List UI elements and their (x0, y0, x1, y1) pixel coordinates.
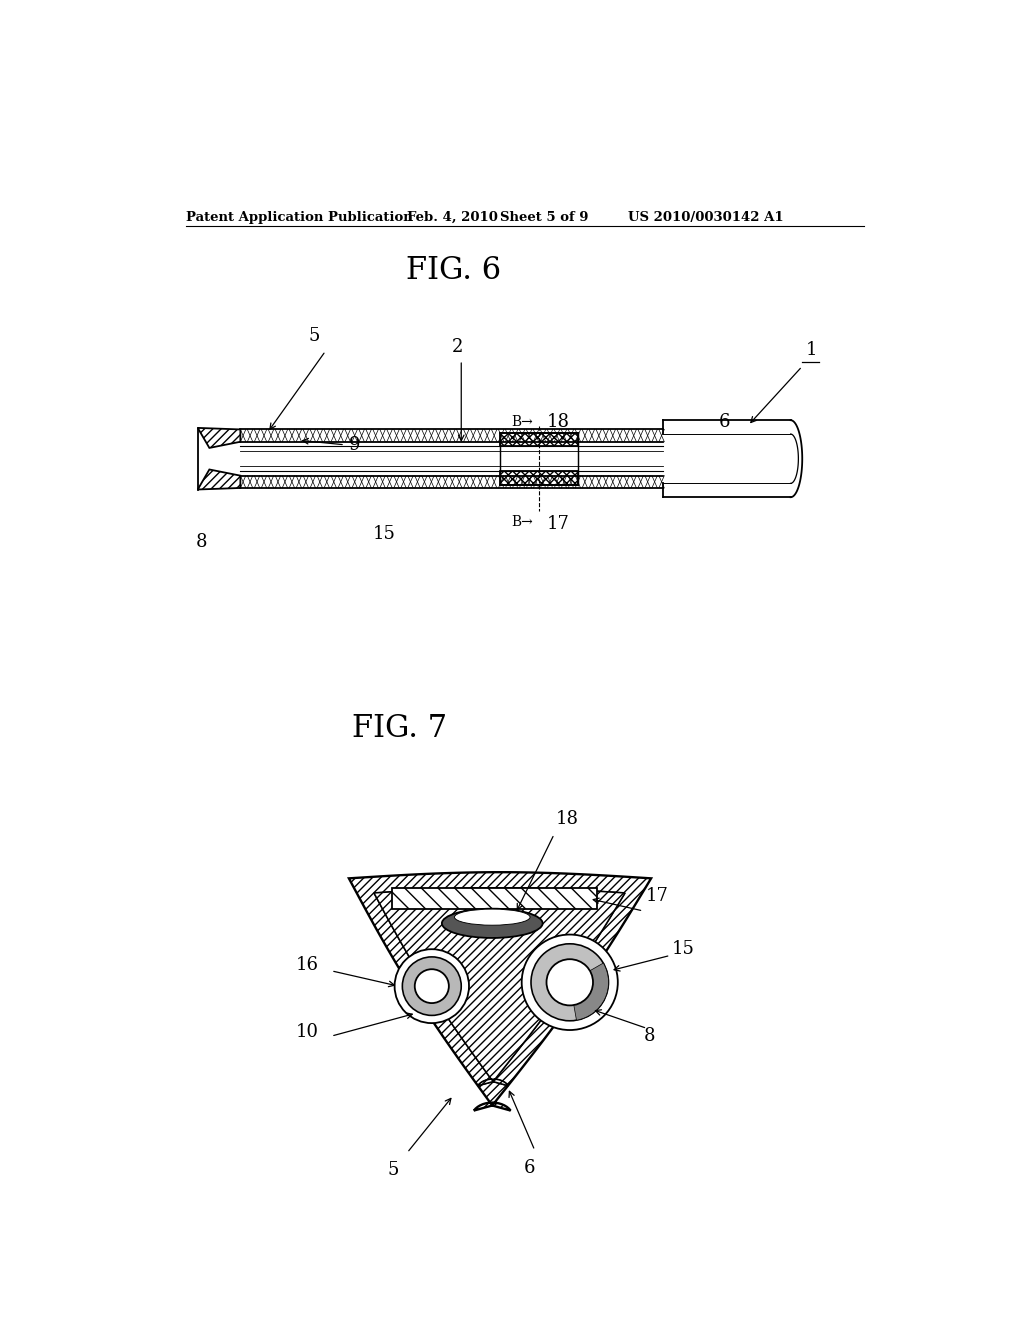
Text: 15: 15 (373, 525, 395, 543)
Text: 6: 6 (523, 1159, 536, 1177)
Text: 9: 9 (349, 436, 360, 454)
Circle shape (415, 969, 449, 1003)
Text: FIG. 6: FIG. 6 (406, 255, 501, 285)
Bar (391, 888, 597, 909)
Text: 5: 5 (308, 327, 319, 345)
Text: 18: 18 (547, 413, 569, 430)
Text: B→: B→ (512, 414, 534, 429)
Circle shape (547, 960, 593, 1006)
Text: 16: 16 (296, 956, 319, 974)
Text: 1: 1 (806, 341, 817, 359)
Text: Feb. 4, 2010: Feb. 4, 2010 (407, 211, 498, 224)
Polygon shape (198, 428, 241, 447)
Polygon shape (198, 470, 241, 490)
Text: Sheet 5 of 9: Sheet 5 of 9 (500, 211, 589, 224)
Text: 17: 17 (646, 887, 669, 904)
Text: 18: 18 (556, 810, 579, 828)
Ellipse shape (455, 909, 530, 925)
Polygon shape (349, 873, 651, 1110)
Text: 2: 2 (452, 338, 463, 356)
Text: Patent Application Publication: Patent Application Publication (186, 211, 413, 224)
Bar (241, 475, 663, 488)
Text: 17: 17 (547, 515, 569, 533)
Text: FIG. 7: FIG. 7 (351, 713, 446, 743)
Ellipse shape (442, 908, 543, 939)
Bar (241, 429, 663, 442)
Circle shape (521, 935, 617, 1030)
Text: B→: B→ (512, 515, 534, 529)
Text: 10: 10 (296, 1023, 319, 1041)
Text: 6: 6 (719, 413, 730, 430)
Polygon shape (500, 433, 578, 446)
Text: 8: 8 (643, 1027, 655, 1045)
Text: US 2010/0030142 A1: US 2010/0030142 A1 (628, 211, 783, 224)
Text: 8: 8 (197, 533, 208, 550)
Wedge shape (569, 964, 608, 1020)
Circle shape (531, 944, 608, 1020)
Circle shape (402, 957, 461, 1015)
Polygon shape (374, 888, 625, 1086)
Circle shape (394, 949, 469, 1023)
Text: 5: 5 (387, 1160, 398, 1179)
Polygon shape (500, 471, 578, 484)
Polygon shape (374, 888, 625, 1086)
Text: 15: 15 (672, 940, 695, 958)
